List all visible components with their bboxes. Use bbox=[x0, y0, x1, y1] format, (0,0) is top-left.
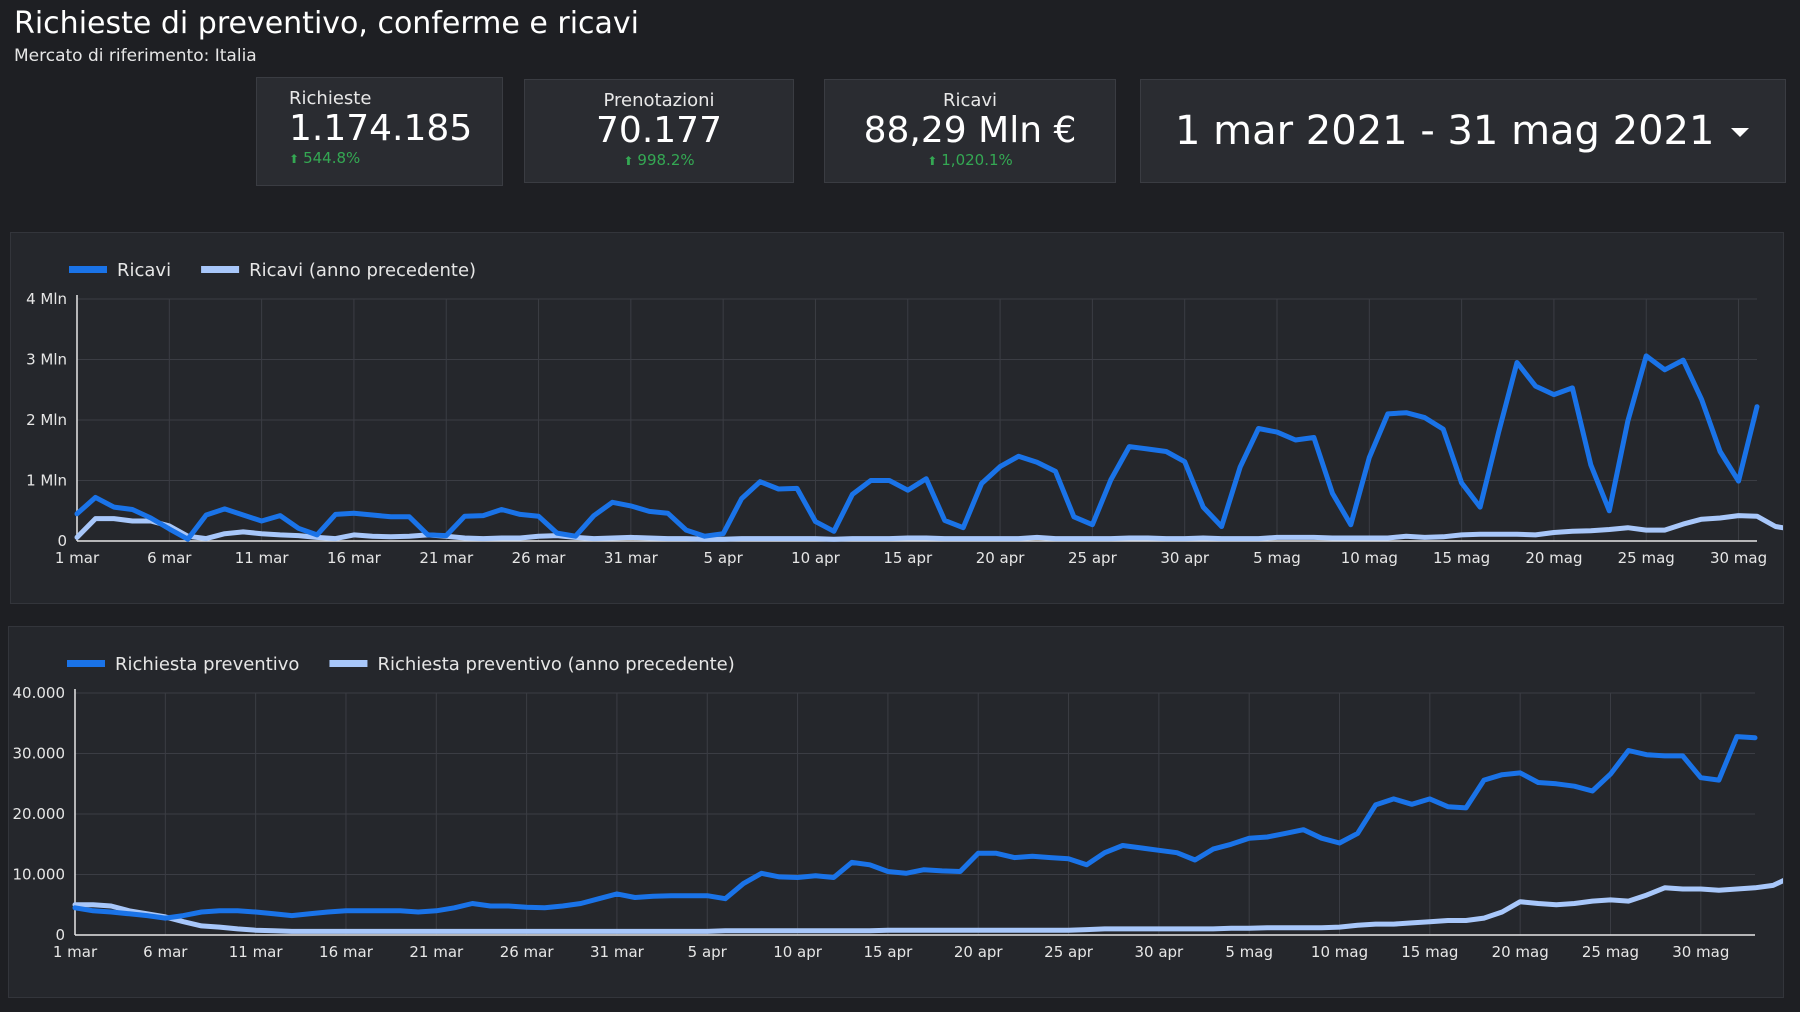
kpi-label: Ricavi bbox=[942, 90, 998, 111]
x-tick-label: 5 mag bbox=[1225, 943, 1273, 961]
y-tick-label: 30.000 bbox=[13, 745, 66, 763]
x-tick-label: 16 mar bbox=[319, 943, 374, 961]
arrow-up-icon: ⬆ bbox=[289, 151, 300, 166]
x-tick-label: 5 apr bbox=[688, 943, 728, 961]
legend-label: Richiesta preventivo (anno precedente) bbox=[377, 654, 734, 675]
x-tick-label: 1 mar bbox=[53, 943, 98, 961]
series-line-current bbox=[72, 734, 1758, 921]
x-tick-label: 10 mag bbox=[1311, 943, 1368, 961]
y-tick-label: 2 Mln bbox=[26, 411, 67, 429]
kpi-delta: ⬆ 1,020.1% bbox=[825, 151, 1115, 169]
x-tick-label: 20 mag bbox=[1525, 549, 1582, 567]
date-range-value: 1 mar 2021 - 31 mag 2021 bbox=[1175, 108, 1715, 154]
x-tick-label: 5 apr bbox=[704, 549, 744, 567]
x-tick-label: 30 apr bbox=[1160, 549, 1210, 567]
y-tick-label: 40.000 bbox=[13, 684, 66, 702]
arrow-up-icon: ⬆ bbox=[927, 153, 938, 168]
x-tick-label: 30 mag bbox=[1710, 549, 1767, 567]
y-tick-label: 20.000 bbox=[13, 805, 66, 823]
x-tick-label: 15 apr bbox=[864, 943, 914, 961]
x-tick-label: 30 mag bbox=[1672, 943, 1729, 961]
x-tick-label: 21 mar bbox=[419, 549, 474, 567]
series-line-current bbox=[74, 353, 1760, 542]
x-tick-label: 11 mar bbox=[235, 549, 290, 567]
kpi-delta-value: 998.2% bbox=[637, 150, 695, 169]
legend-swatch bbox=[329, 660, 368, 667]
x-tick-label: 10 mag bbox=[1341, 549, 1398, 567]
kpi-card-prenotazioni: Prenotazioni 70.177 ⬆ 998.2% bbox=[524, 79, 794, 183]
quote-requests-line-chart: Richiesta preventivo Richiesta preventivo… bbox=[13, 654, 1794, 961]
kpi-delta: ⬆ 544.8% bbox=[289, 149, 502, 167]
legend-label: Ricavi (anno precedente) bbox=[249, 260, 476, 281]
kpi-card-ricavi: Ricavi 88,29 Mln € ⬆ 1,020.1% bbox=[824, 79, 1116, 183]
kpi-delta: ⬆ 998.2% bbox=[525, 151, 793, 169]
y-tick-label: 3 Mln bbox=[26, 351, 67, 369]
x-tick-label: 11 mar bbox=[229, 943, 284, 961]
y-tick-label: 1 Mln bbox=[26, 472, 67, 490]
legend-label: Richiesta preventivo bbox=[115, 654, 299, 675]
x-tick-label: 21 mar bbox=[409, 943, 464, 961]
legend-label: Ricavi bbox=[117, 260, 171, 281]
page-subtitle: Mercato di riferimento: Italia bbox=[14, 46, 257, 66]
x-tick-label: 10 apr bbox=[773, 943, 823, 961]
revenue-chart-panel: Ricavi Ricavi (anno precedente) 0 1 Mln 2 Ml… bbox=[10, 232, 1797, 604]
kpi-value: 1.174.185 bbox=[289, 108, 473, 149]
legend-swatch bbox=[69, 266, 107, 273]
legend-swatch bbox=[67, 660, 105, 667]
kpi-label: Richieste bbox=[289, 88, 372, 109]
revenue-line-chart: Ricavi Ricavi (anno precedente) 0 1 Mln 2 Ml… bbox=[26, 260, 1797, 567]
y-tick-label: 0 bbox=[57, 532, 67, 550]
x-tick-label: 1 mar bbox=[55, 549, 100, 567]
kpi-card-richieste: Richieste 1.174.185 ⬆ 544.8% bbox=[256, 77, 503, 186]
series-line-previous bbox=[74, 513, 1797, 542]
arrow-up-icon: ⬆ bbox=[623, 153, 634, 168]
page-title: Richieste di preventivo, conferme e rica… bbox=[14, 6, 639, 41]
series-line-previous bbox=[72, 874, 1794, 934]
x-tick-label: 26 mar bbox=[512, 549, 567, 567]
x-tick-label: 25 apr bbox=[1044, 943, 1094, 961]
x-tick-label: 5 mag bbox=[1253, 549, 1301, 567]
caret-down-icon[interactable] bbox=[1731, 128, 1749, 137]
x-tick-label: 25 mag bbox=[1582, 943, 1639, 961]
y-tick-label: 0 bbox=[55, 926, 65, 944]
kpi-value: 88,29 Mln € bbox=[863, 110, 1077, 151]
x-tick-label: 30 apr bbox=[1134, 943, 1184, 961]
x-tick-label: 25 mag bbox=[1618, 549, 1675, 567]
x-tick-label: 31 mar bbox=[604, 549, 659, 567]
x-tick-label: 15 mag bbox=[1401, 943, 1458, 961]
kpi-delta-value: 544.8% bbox=[303, 148, 361, 167]
kpi-value: 70.177 bbox=[596, 110, 722, 151]
y-tick-label: 10.000 bbox=[13, 866, 66, 884]
x-tick-label: 6 mar bbox=[143, 943, 188, 961]
legend-swatch bbox=[201, 266, 240, 273]
x-tick-label: 20 apr bbox=[954, 943, 1004, 961]
date-range-selector[interactable]: 1 mar 2021 - 31 mag 2021 bbox=[1140, 79, 1786, 183]
x-tick-label: 25 apr bbox=[1068, 549, 1118, 567]
x-tick-label: 15 mag bbox=[1433, 549, 1490, 567]
kpi-delta-value: 1,020.1% bbox=[941, 150, 1013, 169]
x-tick-label: 20 mag bbox=[1492, 943, 1549, 961]
x-tick-label: 15 apr bbox=[883, 549, 933, 567]
x-tick-label: 10 apr bbox=[791, 549, 841, 567]
x-tick-label: 6 mar bbox=[147, 549, 192, 567]
kpi-label: Prenotazioni bbox=[603, 90, 715, 111]
y-tick-label: 4 Mln bbox=[26, 290, 67, 308]
x-tick-label: 16 mar bbox=[327, 549, 382, 567]
x-tick-label: 31 mar bbox=[590, 943, 645, 961]
quote-requests-chart-panel: Richiesta preventivo Richiesta preventivo… bbox=[8, 626, 1794, 998]
x-tick-label: 26 mar bbox=[500, 943, 555, 961]
x-tick-label: 20 apr bbox=[976, 549, 1026, 567]
